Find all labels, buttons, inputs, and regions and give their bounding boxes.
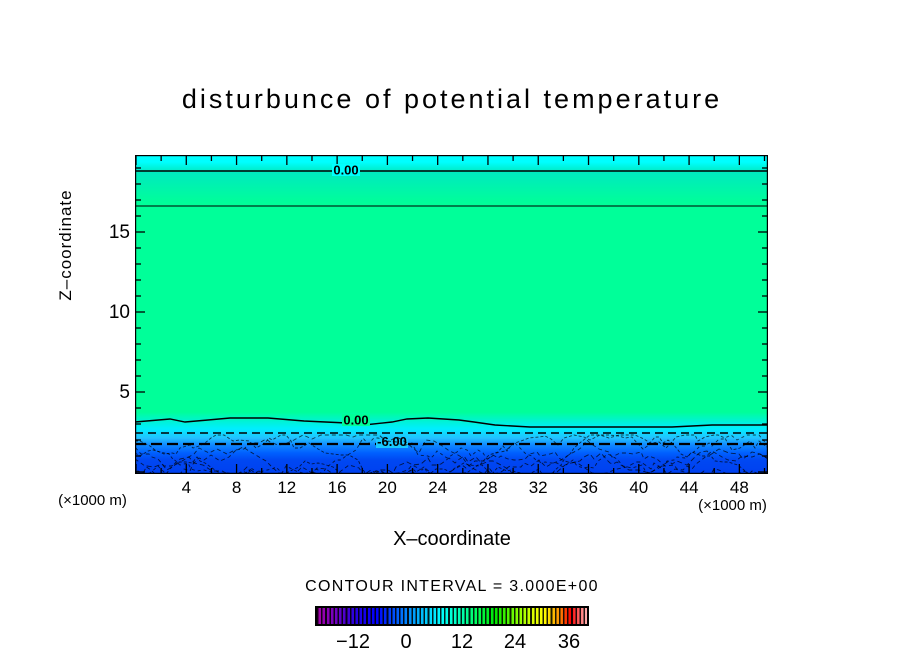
svg-text:0.00: 0.00: [333, 163, 358, 178]
svg-text:-6.00: -6.00: [377, 434, 407, 449]
svg-text:0.00: 0.00: [343, 413, 368, 428]
